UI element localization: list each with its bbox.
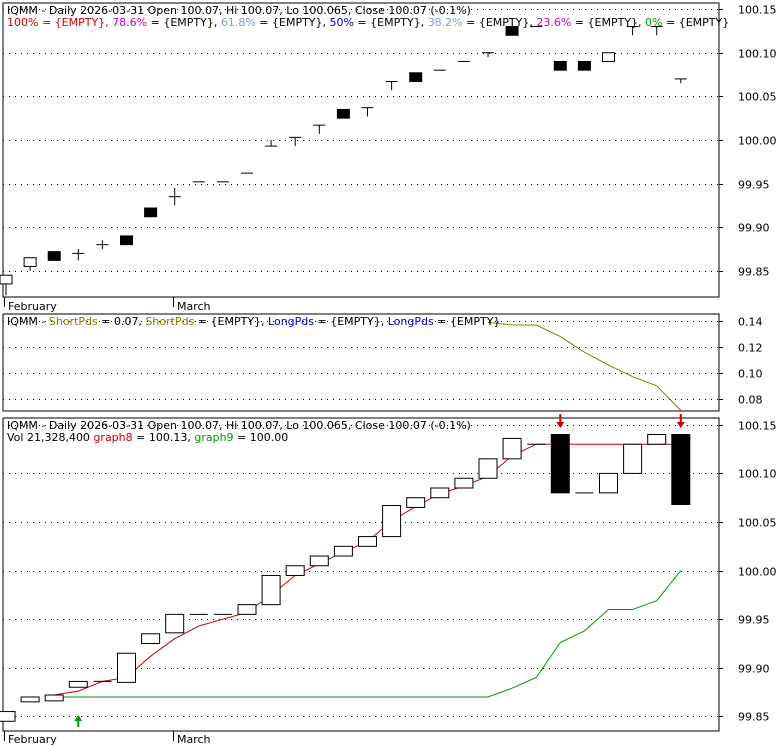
y-tick-label: 0.08 <box>738 394 763 407</box>
y-tick-label: 100.05 <box>738 91 777 104</box>
panel-frame <box>2 2 720 298</box>
candle-body <box>117 652 136 683</box>
candle-body <box>382 504 402 538</box>
candle-body <box>602 52 615 62</box>
candle-body <box>0 711 16 722</box>
panel-frame <box>2 417 720 732</box>
series-line-2 <box>54 570 682 698</box>
y-tick-label: 99.95 <box>738 179 770 192</box>
y-tick-label: 100.15 <box>738 4 777 17</box>
candle-body <box>141 633 161 645</box>
candle-body <box>47 251 61 261</box>
candle-body <box>333 545 353 557</box>
candle-body <box>430 487 450 499</box>
candle-body <box>309 555 329 567</box>
candle-body <box>623 443 643 474</box>
x-tick-label: February <box>8 733 57 745</box>
candle-body <box>550 434 570 494</box>
candle-body <box>68 680 88 688</box>
y-tick-label: 99.85 <box>738 711 770 724</box>
y-tick-label: 100.15 <box>738 420 777 433</box>
sell-arrow-head <box>556 422 565 428</box>
y-tick-label: 0.12 <box>738 342 763 355</box>
candle-body <box>0 274 13 285</box>
y-tick-label: 99.90 <box>738 222 770 235</box>
y-tick-label: 0.10 <box>738 368 763 381</box>
y-tick-label: 0.14 <box>738 316 763 329</box>
candle-body <box>336 108 350 119</box>
indicator-legend: Vol 21,328,400 graph8 = 100.13, graph9 =… <box>7 431 288 444</box>
candle-body <box>358 536 377 547</box>
candle-body <box>647 434 667 445</box>
x-tick-label: February <box>8 300 57 313</box>
series-line-1 <box>487 321 682 411</box>
y-tick-label: 100.10 <box>738 48 777 61</box>
candle-body <box>261 574 281 606</box>
buy-arrow-head <box>74 715 83 721</box>
candle-body <box>454 477 474 489</box>
candle-body <box>20 696 40 703</box>
candle-body <box>409 72 423 83</box>
x-tick-label: March <box>177 300 211 313</box>
sell-arrow-head <box>676 422 685 428</box>
panel-frame <box>2 313 720 412</box>
panel-title: IQMM - Daily 2026-03-31 Open 100.07, Hi … <box>7 419 471 432</box>
candle-body <box>44 694 64 702</box>
candle-body <box>599 472 618 494</box>
panel-title: IQMM - ShortPds = 0.07, ShortPds = {EMPT… <box>7 315 500 328</box>
candle-body <box>505 26 519 36</box>
y-tick-label: 99.90 <box>738 663 770 676</box>
y-tick-label: 100.10 <box>738 468 777 481</box>
candle-body <box>553 60 567 71</box>
x-tick-label: March <box>177 733 211 745</box>
panel-title: IQMM - Daily 2026-03-31 Open 100.07, Hi … <box>7 4 471 17</box>
candle-body <box>502 437 522 460</box>
y-tick-label: 100.05 <box>738 517 777 530</box>
candle-body <box>237 604 257 615</box>
y-tick-label: 100.00 <box>738 566 777 579</box>
candle-body <box>23 257 37 267</box>
y-tick-label: 100.00 <box>738 135 777 148</box>
candle-body <box>144 207 158 218</box>
candle-body <box>406 497 426 508</box>
candle-body <box>120 235 133 246</box>
y-tick-label: 99.95 <box>738 614 770 627</box>
candle-body <box>285 565 305 576</box>
candle-body <box>577 60 591 71</box>
candle-body <box>671 434 691 506</box>
candle-body <box>165 613 185 634</box>
candle-body <box>478 458 498 479</box>
fib-levels-legend: 100% = {EMPTY}, 78.6% = {EMPTY}, 61.8% =… <box>7 16 729 29</box>
y-tick-label: 99.85 <box>738 266 770 279</box>
